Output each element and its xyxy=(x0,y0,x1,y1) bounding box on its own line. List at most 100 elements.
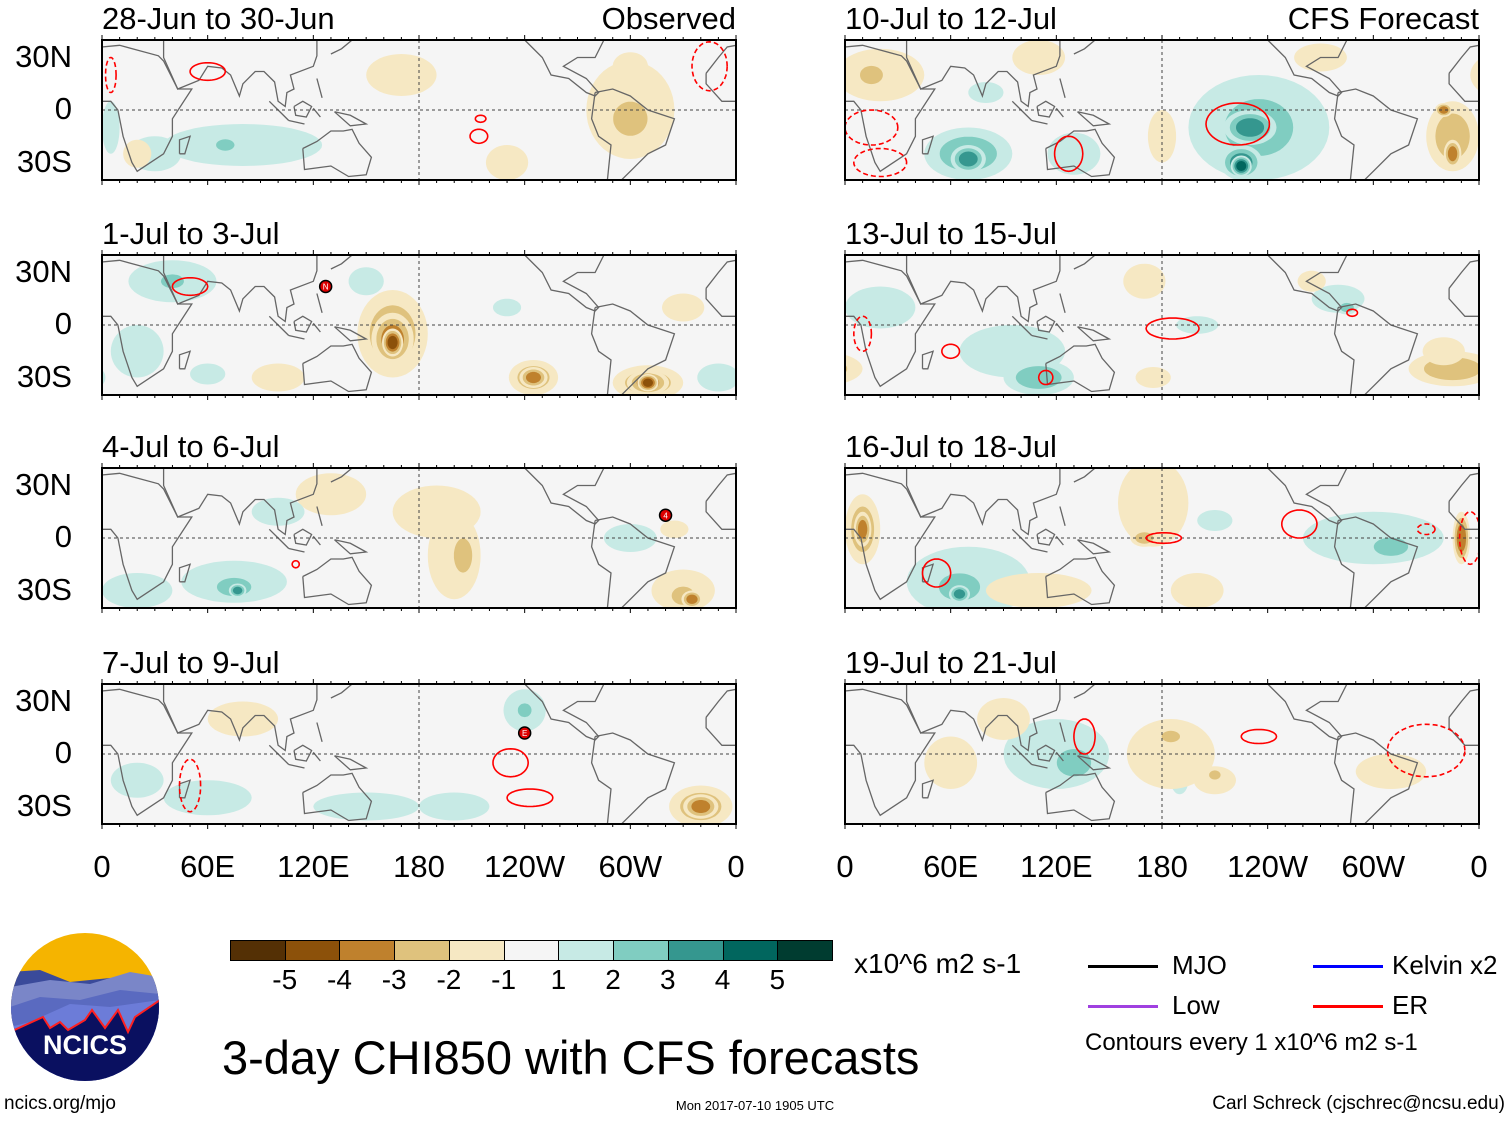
lon-label: 0 xyxy=(727,849,745,884)
anomaly-shading xyxy=(1161,730,1180,743)
map-panel xyxy=(844,35,1480,185)
anomaly-shading xyxy=(190,363,226,385)
er-contour xyxy=(291,560,300,569)
anomaly-shading xyxy=(1470,48,1479,102)
coastline-samerica xyxy=(1333,516,1419,609)
footer-url[interactable]: ncics.org/mjo xyxy=(4,1093,116,1114)
lat-label: 30S xyxy=(16,143,72,179)
coastline-eurasia xyxy=(162,40,318,108)
colorbar-swatch xyxy=(667,940,724,961)
colorbar-label: 5 xyxy=(769,964,786,995)
colorbar-label: 3 xyxy=(660,964,676,995)
storm-label: 4 xyxy=(663,511,668,520)
er-contour xyxy=(492,747,530,778)
coastline-japan xyxy=(330,254,353,270)
coastline-borneo xyxy=(293,100,313,118)
er-contour xyxy=(189,61,227,82)
anomaly-shading xyxy=(102,573,173,608)
coastline-samerica xyxy=(1333,303,1419,396)
anomaly-shading xyxy=(953,589,966,599)
coastline-newguinea xyxy=(334,539,369,555)
coastline-australia xyxy=(1045,343,1116,393)
anomaly-shading xyxy=(493,298,522,317)
anomaly-shading xyxy=(1439,106,1449,114)
coastline-borneo xyxy=(293,528,313,546)
map-frame xyxy=(844,254,1480,396)
anomaly-shading xyxy=(110,762,164,798)
map-frame xyxy=(101,683,737,825)
lon-label: 0 xyxy=(93,849,111,884)
map-content xyxy=(844,683,1480,825)
coastline-samerica xyxy=(590,303,676,396)
colorbar-swatch xyxy=(339,940,396,961)
anomaly-shading xyxy=(1447,146,1458,162)
colorbar-swatch xyxy=(284,940,341,961)
coastline-eurasia xyxy=(905,255,1061,323)
colorbar-swatch xyxy=(230,940,286,961)
map-frame xyxy=(844,467,1480,609)
legend-kelvin-label: Kelvin x2 xyxy=(1392,950,1498,980)
coastline-borneo xyxy=(1036,528,1056,546)
anomaly-shading xyxy=(612,52,648,81)
figure-title: 3-day CHI850 with CFS forecasts xyxy=(222,1031,920,1084)
coastline-japan xyxy=(330,39,353,55)
er-contour xyxy=(506,788,554,808)
er-contour xyxy=(1053,135,1084,173)
anomaly-shading xyxy=(686,594,698,604)
coastline-newguinea xyxy=(334,755,369,771)
anomaly-shading xyxy=(1373,537,1409,556)
lon-label: 60W xyxy=(598,849,663,884)
observed-tag: Observed xyxy=(601,1,736,36)
anomaly-shading xyxy=(419,792,490,821)
colorbar-label: -5 xyxy=(272,964,298,995)
anomaly-shading xyxy=(453,538,473,573)
lon-label: 120E xyxy=(277,849,350,884)
lat-label: 30N xyxy=(15,38,72,74)
er-contour xyxy=(921,558,952,588)
anomaly-shading xyxy=(1355,754,1427,789)
coastline-namerica xyxy=(1267,254,1348,312)
anomaly-shading xyxy=(613,101,648,136)
coastline-japan xyxy=(1073,467,1096,483)
anomaly-shading xyxy=(392,485,481,538)
coastline-java xyxy=(1031,763,1048,769)
anomaly-shading xyxy=(985,573,1092,608)
anomaly-shading xyxy=(110,325,164,378)
coastline-philippines xyxy=(316,722,323,742)
anomaly-shading xyxy=(845,357,848,381)
anomaly-shading xyxy=(1012,40,1066,75)
legend-mjo-line xyxy=(1088,965,1158,968)
map-panel: N xyxy=(101,250,737,400)
map-content xyxy=(844,254,1480,396)
colorbar-swatch xyxy=(503,940,560,961)
lat-label: 30S xyxy=(16,571,72,607)
colorbar-swatch xyxy=(722,940,779,961)
lon-label: 120E xyxy=(1020,849,1093,884)
map-content xyxy=(844,39,1480,181)
storm-marker-icon xyxy=(658,508,673,522)
coastline-africa xyxy=(101,44,193,173)
colorbar-swatch xyxy=(777,940,833,961)
er-contour xyxy=(1346,308,1359,318)
anomaly-shading xyxy=(1456,524,1467,552)
coastline-philippines xyxy=(316,506,323,526)
er-contour xyxy=(1240,728,1278,745)
anomaly-shading xyxy=(642,378,653,387)
coastline-eurasia xyxy=(905,468,1061,536)
map-frame xyxy=(844,39,1480,181)
coastline-eurasia xyxy=(162,468,318,536)
lat-label: 0 xyxy=(54,735,72,770)
coastline-samerica xyxy=(1333,732,1419,825)
lat-label: 30N xyxy=(15,466,72,502)
anomaly-shading xyxy=(1422,337,1465,366)
anomaly-shading xyxy=(662,293,705,322)
colorbar-label: -4 xyxy=(327,964,352,995)
coastline-namerica xyxy=(524,683,605,741)
coastline-madagascar xyxy=(921,350,935,370)
coastline-japan xyxy=(1073,683,1096,699)
lon-label: 0 xyxy=(836,849,854,884)
er-contour xyxy=(941,343,961,360)
coastline-africa xyxy=(101,259,193,388)
map-content: N xyxy=(101,254,737,396)
lon-label: 0 xyxy=(1470,849,1488,884)
